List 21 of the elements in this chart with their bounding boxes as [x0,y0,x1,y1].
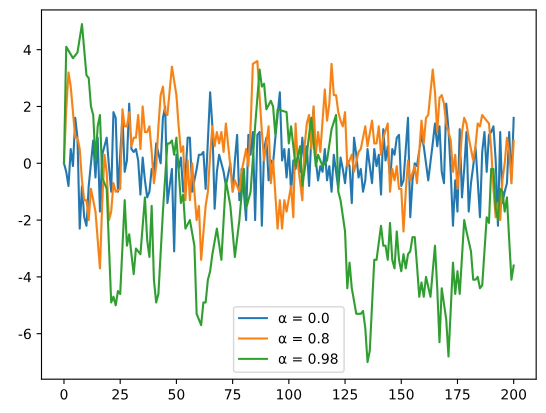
line-series [62,91,515,252]
x-tick-label: 150 [390,389,414,400]
x-tick-label: 200 [501,389,526,400]
x-tick-label: 175 [446,389,470,400]
y-tick-label: 0 [24,158,31,169]
x-tick-label: 25 [112,389,128,400]
x-tick-label: 75 [224,389,240,400]
legend-label: α = 0.8 [278,333,329,344]
x-tick-label: 50 [168,389,184,400]
y-tick-label: 2 [24,101,30,112]
x-tick-label: 100 [277,389,302,400]
y-tick-label: -4 [18,272,31,282]
x-tick-label: 125 [333,389,358,400]
line-series [62,60,515,270]
line-series [62,23,515,364]
y-tick-label: -6 [18,328,31,340]
legend-label: α = 0.0 [278,312,329,324]
y-tick-label: -2 [18,215,30,226]
y-tick-label: 4 [24,44,31,55]
legend-label: α = 0.98 [278,353,338,364]
x-tick-label: 0 [60,389,68,400]
